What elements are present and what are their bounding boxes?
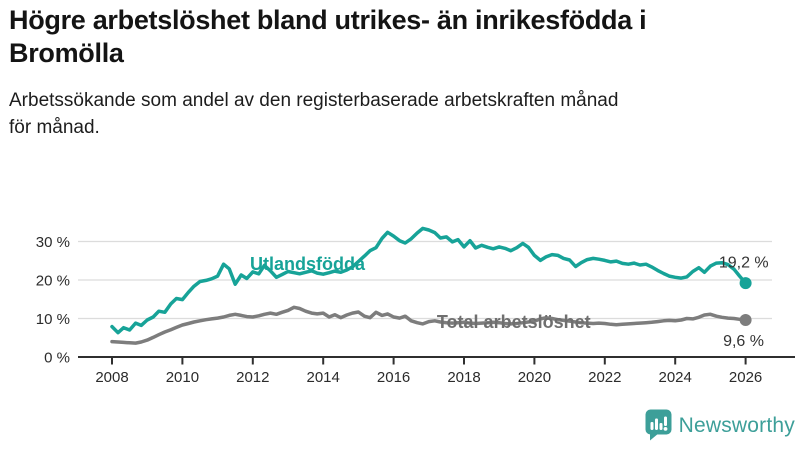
series-end-value-label: 9,6 % xyxy=(723,333,764,350)
y-tick-label: 0 % xyxy=(44,350,70,367)
x-tick-label: 2026 xyxy=(729,369,762,386)
series-end-dot xyxy=(739,314,752,327)
x-tick-label: 2010 xyxy=(166,369,199,386)
x-tick-label: 2016 xyxy=(377,369,410,386)
chart-header: Högre arbetslöshet bland utrikes- än inr… xyxy=(9,4,791,142)
newsworthy-logo: Newsworthy xyxy=(645,409,795,442)
series-name-label: Total arbetslöshet xyxy=(437,312,591,332)
x-tick-label: 2012 xyxy=(236,369,269,386)
chart-area: 0 % 10 % 20 % 30 % 2008 2010 2012 2014 2016 2018 2… xyxy=(0,205,800,400)
subtitle-line-1: Arbetssökande som andel av den registerb… xyxy=(9,89,619,111)
y-tick-label: 20 % xyxy=(36,273,70,290)
x-tick-label: 2018 xyxy=(447,369,480,386)
x-tick-label: 2008 xyxy=(95,369,128,386)
y-tick-label: 30 % xyxy=(36,234,70,251)
title-line-2: Bromölla xyxy=(9,38,124,69)
series-line-2 xyxy=(110,305,748,345)
x-tick-label: 2014 xyxy=(307,369,340,386)
series-end-value-label: 19,2 % xyxy=(719,254,769,271)
series-line-1 xyxy=(110,226,748,335)
series-end-dot xyxy=(739,277,752,290)
x-tick-label: 2024 xyxy=(659,369,692,386)
chart-subtitle: Arbetssökande som andel av den registerb… xyxy=(9,88,791,142)
unemployment-chart: 0 % 10 % 20 % 30 % 2008 2010 2012 2014 2016 2018 2… xyxy=(36,226,795,386)
subtitle-line-2: för månad. xyxy=(9,116,100,138)
x-tick-label: 2022 xyxy=(588,369,621,386)
x-tick-label: 2020 xyxy=(518,369,551,386)
bar-chart-speech-bubble-icon xyxy=(645,409,672,441)
series-name-label: Utlandsfödda xyxy=(250,254,366,274)
title-line-1: Högre arbetslöshet bland utrikes- än inr… xyxy=(9,5,647,35)
page-title: Högre arbetslöshet bland utrikes- än inr… xyxy=(9,4,791,71)
newsworthy-brand-text: Newsworthy xyxy=(678,413,795,437)
y-tick-label: 10 % xyxy=(36,311,70,328)
